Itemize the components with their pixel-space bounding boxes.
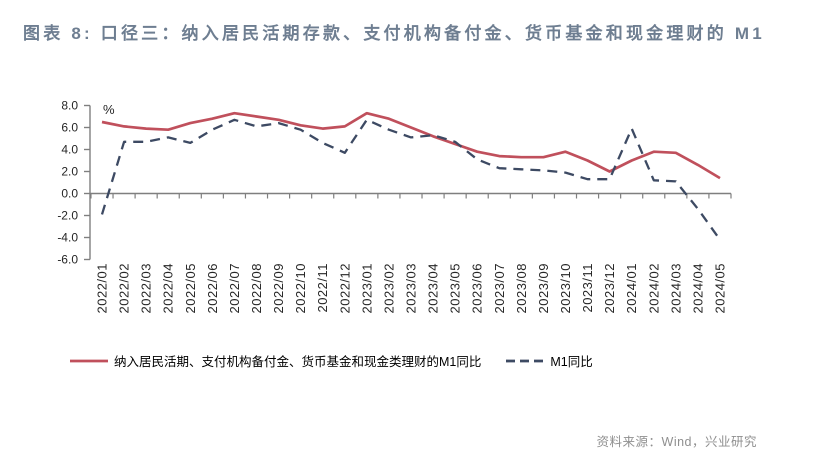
x-tick-label: 2023/03 [403, 263, 418, 314]
x-tick-label: 2024/04 [690, 263, 705, 314]
x-tick-label: 2023/08 [514, 263, 529, 314]
legend-line-swatch-dashed [506, 359, 545, 362]
x-tick-label: 2024/01 [624, 263, 639, 314]
y-tick-label: 0.0 [61, 187, 78, 201]
x-tick-label: 2022/08 [249, 263, 264, 314]
source-note: 资料来源：Wind，兴业研究 [596, 435, 757, 449]
y-tick-label: 2.0 [61, 165, 78, 179]
y-tick-label: -2.0 [57, 209, 78, 223]
x-tick-label: 2022/05 [183, 263, 198, 314]
y-tick-label: 4.0 [61, 143, 78, 157]
y-tick-label: -6.0 [57, 253, 78, 267]
x-tick-label: 2022/09 [271, 263, 286, 314]
x-tick-label: 2022/12 [337, 263, 352, 314]
x-tick-label: 2024/03 [668, 263, 683, 314]
x-tick-label: 2023/04 [426, 263, 441, 314]
legend-item-broad-m1: 纳入居民活期、支付机构备付金、货币基金和现金类理财的M1同比 [69, 351, 481, 370]
x-tick-label: 2023/02 [381, 263, 396, 314]
x-tick-label: 2022/03 [139, 263, 154, 314]
x-tick-label: 2023/10 [558, 263, 573, 314]
x-tick-label: 2023/07 [492, 263, 507, 314]
legend-line-swatch-solid [70, 359, 108, 362]
x-tick-label: 2023/01 [359, 263, 374, 314]
y-axis-unit-label: % [103, 102, 115, 117]
x-tick-label: 2023/12 [602, 263, 617, 314]
figure-title: 图表 8: 口径三：纳入居民活期存款、支付机构备付金、货币基金和现金理财的 M1 [23, 24, 765, 43]
x-tick-label: 2023/06 [470, 263, 485, 314]
x-tick-label: 2023/09 [536, 263, 551, 314]
legend-label-m1: M1同比 [550, 355, 593, 369]
x-tick-label: 2023/11 [580, 263, 595, 313]
x-tick-label: 2022/06 [205, 263, 220, 314]
x-tick-label: 2022/07 [227, 263, 242, 314]
y-tick-label: 6.0 [61, 121, 78, 135]
x-tick-label: 2022/01 [95, 263, 110, 314]
x-tick-label: 2024/05 [712, 263, 727, 314]
x-tick-label: 2024/02 [646, 263, 661, 314]
x-tick-label: 2022/02 [117, 263, 132, 314]
series-line-broad-m1 [101, 111, 721, 180]
chart-legend: 纳入居民活期、支付机构备付金、货币基金和现金类理财的M1同比 M1同比 [69, 351, 593, 370]
legend-label-broad-m1: 纳入居民活期、支付机构备付金、货币基金和现金类理财的M1同比 [114, 355, 482, 369]
y-tick-label: 8.0 [61, 99, 78, 113]
x-tick-labels: 2022/01 2022/02 2022/03 2022/04 2022/05 2022/… [95, 263, 728, 314]
x-tick-label: 2023/05 [448, 263, 463, 314]
x-tick-label: 2022/11 [315, 263, 330, 313]
x-tick-label: 2022/04 [161, 263, 176, 314]
series-line-m1 [100, 118, 721, 241]
axes [84, 104, 732, 261]
x-tick-label: 2022/10 [293, 263, 308, 314]
y-tick-label: -4.0 [57, 231, 78, 245]
legend-item-m1: M1同比 [505, 351, 593, 370]
y-tick-labels: 8.0 6.0 4.0 2.0 0.0 -2.0 -4.0 -6.0 [57, 99, 78, 267]
